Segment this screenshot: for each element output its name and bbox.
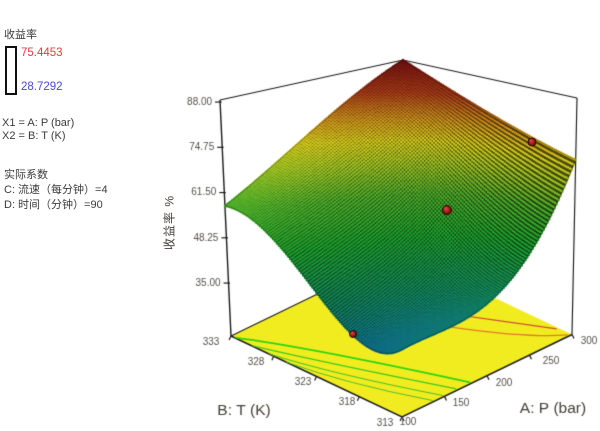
- response-name-label: 收益率: [4, 29, 37, 41]
- response-min-value: 28.7292: [21, 81, 63, 93]
- z-axis-title: 收益率 %: [162, 195, 177, 251]
- x2-assignment-label: X2 = B: T (K): [2, 130, 66, 142]
- factor-c-label: C: 流速（每分钟）=4: [4, 184, 108, 196]
- actual-factors-title: 实际系数: [4, 169, 48, 181]
- x1-assignment-label: X1 = A: P (bar): [2, 117, 75, 129]
- legend-panel: 收益率 75.4453 28.7292 X1 = A: P (bar) X2 =…: [0, 0, 150, 230]
- factor-d-label: D: 时间（分钟）=90: [4, 199, 103, 211]
- legend-color-bar: [5, 46, 17, 95]
- response-max-value: 75.4453: [21, 47, 63, 59]
